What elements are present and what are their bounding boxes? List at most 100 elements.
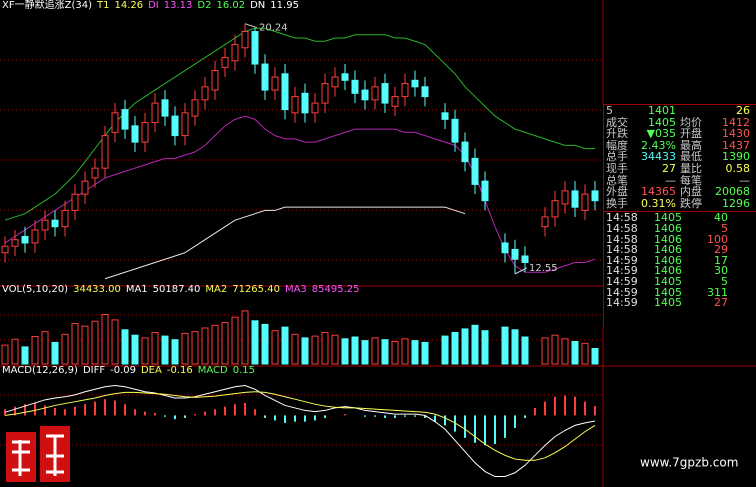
indicator-line — [4, 27, 595, 221]
quote-value: 2.43% — [641, 139, 676, 152]
volume-bar — [131, 334, 139, 365]
volume-bar — [21, 346, 29, 365]
quote-label: 升跌 — [606, 128, 628, 140]
indicator-value: 16.02 — [216, 0, 245, 11]
volume-bar — [331, 334, 339, 365]
candle-body — [351, 79, 359, 94]
trade-volume: 30 — [714, 264, 728, 278]
candle-body — [341, 73, 349, 81]
candle-body — [111, 112, 119, 133]
trade-time: 14:59 — [606, 274, 638, 288]
volume-bar — [341, 338, 349, 365]
candle-body — [231, 44, 239, 62]
volume-bar — [351, 336, 359, 365]
indicator-value: 34433.00 — [73, 284, 121, 295]
quote-value: 1412 — [722, 116, 750, 129]
quote-row: 总手 34433 最低 1390 — [604, 151, 756, 163]
trade-row: 14:58 1406 29 — [604, 243, 756, 257]
trade-time: 14:59 — [606, 264, 638, 278]
candle-body — [461, 141, 469, 163]
trade-volume: 27 — [714, 296, 728, 310]
volume-bar — [541, 337, 549, 365]
indicator-value: 50187.40 — [153, 284, 201, 295]
indicator-value: -0.16 — [167, 365, 193, 376]
quote-panel: 5 1401 26 成交 1405 均价 1412 升跌 ▼035 开盘 1430 幅度 2.43% 最高… — [603, 104, 756, 327]
candle-body — [181, 112, 189, 137]
quote-value: ▼035 — [646, 128, 676, 140]
indicator-value: 71265.40 — [232, 284, 280, 295]
candle-body — [291, 96, 299, 114]
indicator-name: DEA — [141, 365, 162, 376]
indicator-name: MA1 — [126, 284, 148, 295]
volume-bar — [41, 331, 49, 365]
volume-bar — [241, 310, 249, 365]
trade-time: 14:58 — [606, 243, 638, 257]
indicator-value: 0.15 — [233, 365, 255, 376]
trade-time: 14:58 — [606, 221, 638, 235]
volume-bar — [281, 326, 289, 365]
volume-bar — [11, 338, 19, 365]
candle-body — [571, 190, 579, 208]
volume-bar — [391, 341, 399, 365]
volume-bar — [121, 329, 129, 365]
volume-bar — [201, 327, 209, 365]
candle-body — [541, 216, 549, 228]
candle-body — [311, 102, 319, 114]
candle-body — [371, 86, 379, 101]
trade-volume: 17 — [714, 253, 728, 267]
quote-row: 成交 1405 均价 1412 — [604, 117, 756, 129]
trade-volume: 5 — [721, 274, 728, 288]
volume-bar — [501, 326, 509, 365]
quote-value: 14365 — [641, 186, 676, 198]
volume-bar — [211, 324, 219, 365]
candle-body — [451, 118, 459, 143]
candle-body — [421, 86, 429, 98]
trade-price: 1406 — [654, 253, 682, 267]
trade-price: 1405 — [654, 296, 682, 310]
candle-body — [11, 239, 19, 247]
candle-body — [1, 245, 9, 254]
indicator-title: MACD(12,26,9) — [2, 365, 78, 376]
trade-row: 14:59 1406 17 — [604, 253, 756, 267]
candle-body — [321, 83, 329, 104]
volume-bar — [571, 341, 579, 365]
candle-body — [161, 99, 169, 117]
quote-value: 1437 — [722, 139, 750, 152]
candle-body — [261, 63, 269, 91]
candle-body — [51, 219, 59, 228]
volume-bar — [481, 330, 489, 365]
candle-body — [241, 31, 249, 49]
volume-bar — [181, 332, 189, 365]
candle-body — [141, 122, 149, 143]
quote-label: 内盘 — [680, 186, 702, 198]
trade-rows: 14:58 1405 40 14:58 1406 5 14:58 1406 100 14:58 14… — [604, 213, 756, 308]
quote-value: 34433 — [641, 151, 676, 163]
candle-body — [31, 229, 39, 244]
volume-bar — [111, 319, 119, 365]
quote-label: 5 — [606, 105, 613, 117]
indicator-name: MA3 — [285, 284, 307, 295]
volume-bar — [291, 333, 299, 365]
indicator-name: DN — [250, 0, 265, 11]
candle-body — [521, 255, 529, 263]
quote-label: 换手 — [606, 197, 628, 210]
trade-row: 14:59 1406 30 — [604, 266, 756, 277]
indicator-line — [4, 115, 596, 273]
candle-body — [441, 112, 449, 120]
indicator-name: MA2 — [205, 284, 227, 295]
trade-time: 14:59 — [606, 253, 638, 267]
quote-row: 幅度 2.43% 最高 1437 — [604, 140, 756, 152]
quote-value: 20068 — [715, 186, 750, 198]
trade-price: 1406 — [654, 264, 682, 278]
trade-volume: 100 — [707, 232, 728, 246]
volume-bar — [171, 339, 179, 365]
indicator-name: D2 — [197, 0, 211, 11]
volume-bar — [451, 332, 459, 365]
volume-bar — [471, 324, 479, 365]
trade-volume: 29 — [714, 243, 728, 257]
quote-value: 0.31% — [641, 197, 676, 210]
quote-label: 成交 — [606, 116, 628, 129]
volume-bar — [221, 322, 229, 365]
indicator-value: 85495.25 — [312, 284, 360, 295]
